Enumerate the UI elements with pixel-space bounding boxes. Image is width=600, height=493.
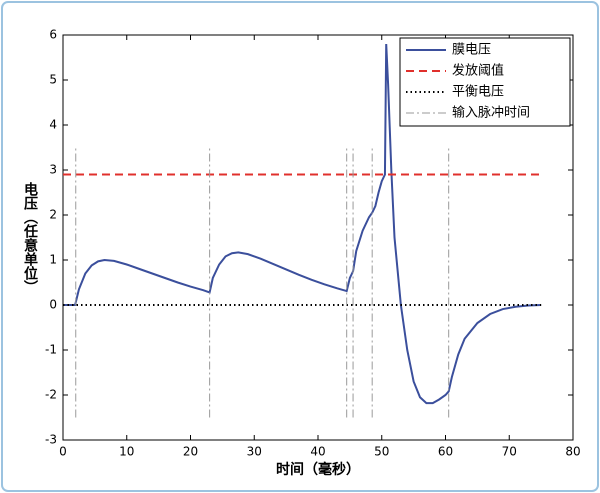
x-tick-label: 60 — [438, 445, 453, 459]
x-tick-label: 20 — [183, 445, 198, 459]
legend-label: 膜电压 — [452, 43, 491, 58]
y-tick-label: -1 — [45, 343, 57, 357]
legend-label: 平衡电压 — [452, 85, 504, 100]
x-tick-label: 80 — [565, 445, 580, 459]
x-tick-label: 70 — [502, 445, 517, 459]
y-tick-label: 3 — [49, 163, 57, 177]
y-tick-label: 5 — [49, 73, 57, 87]
x-tick-label: 30 — [247, 445, 262, 459]
legend-box — [399, 37, 571, 127]
series-line — [63, 43, 542, 405]
y-tick-label: 2 — [49, 208, 57, 222]
x-tick-label: 40 — [310, 445, 325, 459]
legend-label: 输入脉冲时间 — [452, 105, 530, 121]
x-axis-label: 时间（毫秒） — [276, 461, 360, 478]
x-tick-label: 50 — [374, 445, 389, 459]
legend-label: 发放阈值 — [452, 63, 504, 79]
x-tick-label: 0 — [59, 445, 67, 459]
y-tick-label: -2 — [45, 388, 57, 402]
y-tick-label: -3 — [45, 433, 57, 447]
y-tick-label: 1 — [49, 253, 57, 267]
y-tick-label: 0 — [49, 298, 57, 312]
x-tick-label: 10 — [119, 445, 134, 459]
y-axis-label: 电压（任意单位） — [22, 181, 39, 294]
y-tick-label: 4 — [49, 118, 57, 132]
y-tick-label: 6 — [49, 28, 57, 42]
